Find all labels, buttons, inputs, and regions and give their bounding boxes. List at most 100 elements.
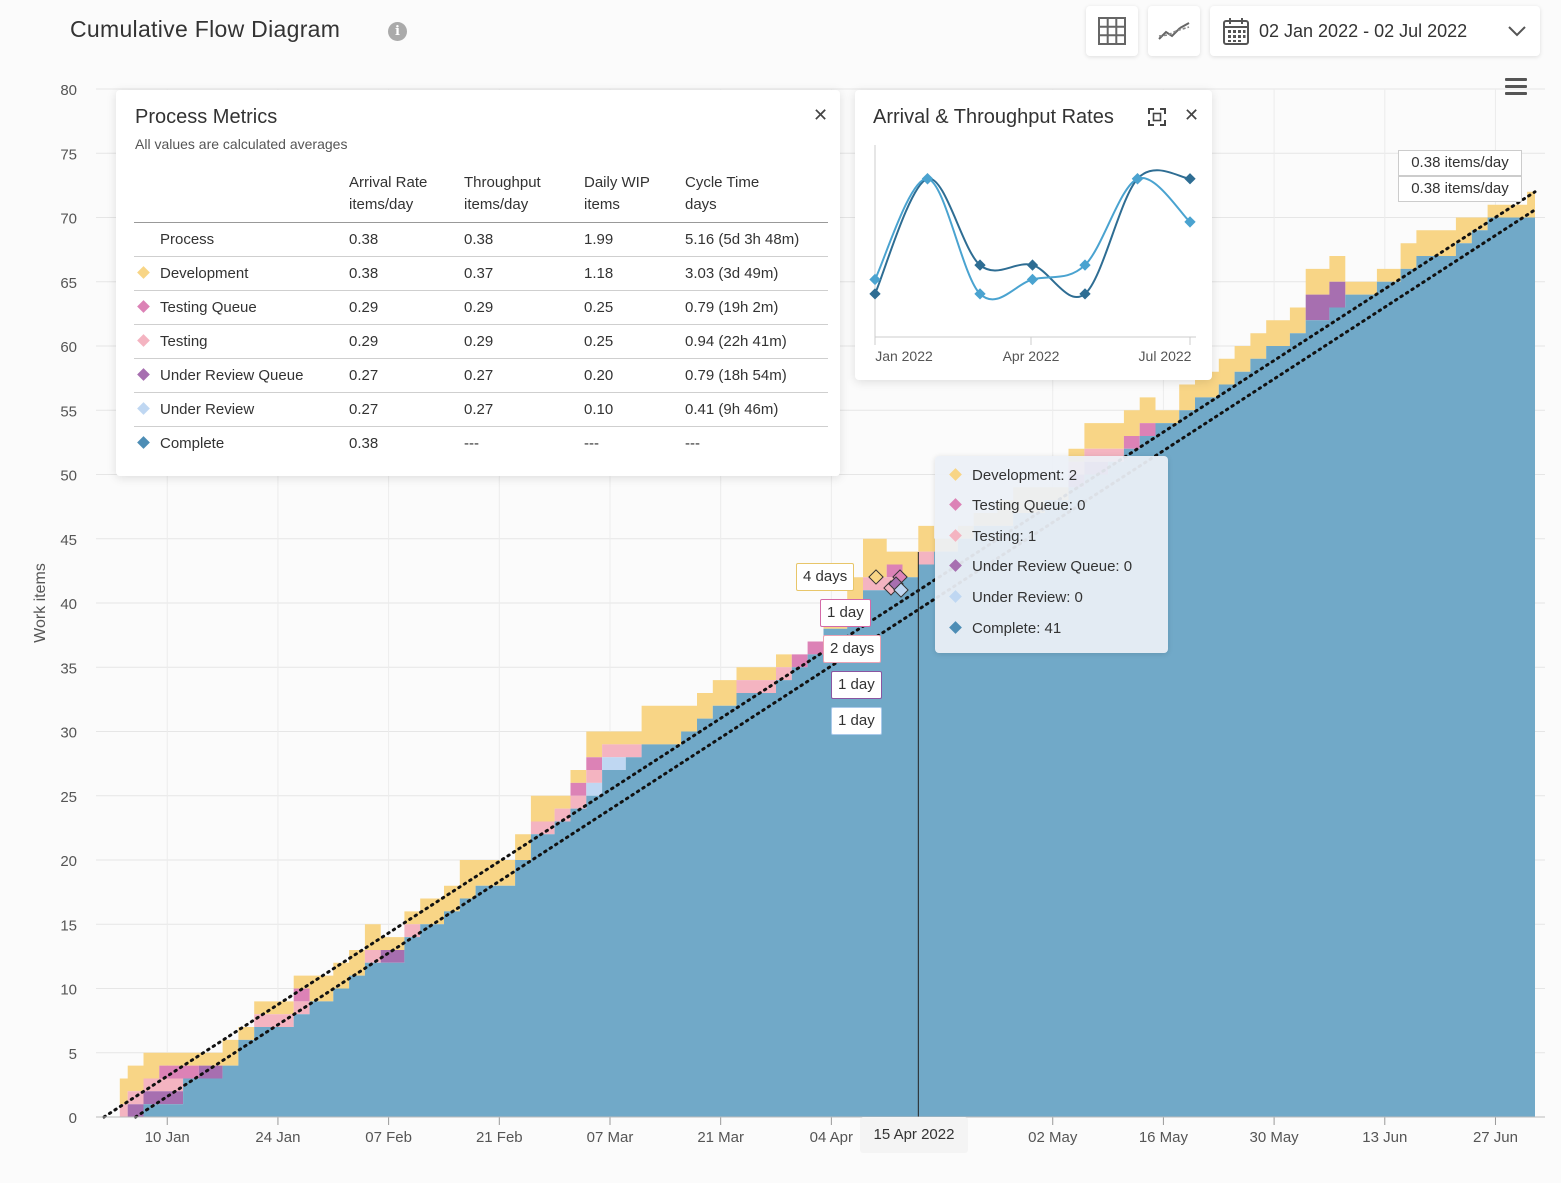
tooltip-row-testing: Testing: 1	[949, 528, 1036, 545]
tooltip-label: Testing: 1	[972, 528, 1037, 545]
y-tick-label: 45	[60, 532, 77, 549]
page-title: Cumulative Flow Diagram	[70, 16, 341, 42]
diamond-icon	[949, 498, 962, 511]
arrival-line-point	[1079, 259, 1091, 271]
metrics-cell: 0.27	[349, 358, 464, 393]
arrival-trend-line	[102, 190, 1537, 1119]
tooltip-row-under-review: Under Review: 0	[949, 589, 1083, 606]
metrics-cell: 0.29	[464, 324, 584, 359]
metrics-cell-name: Under Review	[134, 392, 349, 427]
process-metrics-panel: Process Metrics All values are calculate…	[116, 90, 840, 476]
trend-view-button[interactable]	[1148, 6, 1200, 56]
x-tick-label: 30 May	[1249, 1129, 1299, 1146]
metrics-cell: ---	[464, 426, 584, 460]
metrics-cell: 0.38	[349, 426, 464, 460]
tooltip-label: Under Review: 0	[972, 589, 1083, 606]
table-view-button[interactable]	[1086, 6, 1138, 56]
metrics-cell: 1.18	[584, 256, 685, 291]
x-tick-label: 04 Apr	[810, 1129, 853, 1146]
metrics-cell: 0.25	[584, 324, 685, 359]
process-metrics-title: Process Metrics	[135, 106, 278, 128]
x-tick-label: 24 Jan	[255, 1129, 300, 1146]
metrics-cell-name: Development	[134, 256, 349, 291]
grid-icon	[1098, 17, 1126, 45]
metrics-row-testing: Testing 0.29 0.29 0.25 0.94 (22h 41m)	[134, 324, 828, 359]
cycle-time-label-testing: 2 days	[823, 635, 882, 663]
x-tick-label: 21 Mar	[697, 1129, 744, 1146]
metrics-row-under-review-queue: Under Review Queue 0.27 0.27 0.20 0.79 (…	[134, 358, 828, 393]
metrics-cell-name: Testing	[134, 324, 349, 359]
metrics-row-process: Process 0.38 0.38 1.99 5.16 (5d 3h 48m)	[134, 222, 828, 257]
diamond-icon	[949, 468, 962, 481]
close-icon[interactable]: ✕	[813, 105, 829, 125]
metrics-row-under-review: Under Review 0.27 0.27 0.10 0.41 (9h 46m…	[134, 392, 828, 427]
date-range-label: 02 Jan 2022 - 02 Jul 2022	[1259, 21, 1468, 41]
y-tick-label: 20	[60, 853, 77, 870]
metrics-cell: 1.99	[584, 222, 685, 257]
mini-x-tick-label: Jul 2022	[1139, 348, 1192, 364]
diamond-icon	[137, 402, 150, 415]
metrics-cell: 0.25	[584, 290, 685, 325]
x-tick-label: 07 Mar	[587, 1129, 634, 1146]
metrics-header-arrival: Arrival Rate items/day	[349, 170, 464, 223]
date-range-picker[interactable]: 02 Jan 2022 - 02 Jul 2022	[1210, 6, 1540, 56]
chevron-down-icon[interactable]	[1507, 24, 1527, 38]
metrics-cell: 0.27	[349, 392, 464, 427]
y-tick-label: 50	[60, 468, 77, 485]
trend-icon	[1158, 22, 1190, 40]
throughput-line-point	[1026, 259, 1039, 271]
tooltip-label: Testing Queue: 0	[972, 497, 1086, 514]
diamond-icon	[137, 266, 150, 279]
chart-ticks: 0 5 10 15 20 25 30 35 40 45 50 55 60 65 70 75 80 10 Jan 24…	[32, 82, 1545, 1146]
metrics-cell-name: Under Review Queue	[134, 358, 349, 393]
x-tick-label: 27 Jun	[1473, 1129, 1518, 1146]
x-tick-label: 16 May	[1139, 1129, 1189, 1146]
metrics-row-complete: Complete 0.38 --- --- ---	[134, 426, 828, 460]
y-tick-label: 0	[69, 1110, 77, 1127]
tooltip-row-complete: Complete: 41	[949, 620, 1061, 637]
calendar-icon	[1223, 18, 1249, 45]
metrics-cell: 0.27	[464, 392, 584, 427]
y-tick-label: 80	[60, 82, 77, 99]
arrival-line-point	[921, 173, 934, 185]
y-tick-label: 70	[60, 211, 77, 228]
throughput-line-point	[974, 259, 986, 271]
close-icon[interactable]: ✕	[1184, 105, 1200, 125]
y-tick-label: 60	[60, 339, 77, 356]
metrics-cell-name: Testing Queue	[134, 290, 349, 325]
mini-x-tick-label: Apr 2022	[1003, 348, 1060, 364]
chart-menu-icon[interactable]	[1505, 78, 1527, 96]
diamond-icon	[137, 334, 150, 347]
x-tick-label: 13 Jun	[1362, 1129, 1407, 1146]
metrics-cell: 0.38	[349, 256, 464, 291]
diamond-icon	[949, 590, 962, 603]
cycle-time-label-under-review-queue: 1 day	[831, 671, 882, 699]
tooltip-label: Under Review Queue: 0	[972, 558, 1133, 575]
throughput-line-point	[869, 288, 881, 300]
cycle-time-label-development: 4 days	[796, 563, 855, 591]
metrics-header-wip: Daily WIP items	[584, 170, 685, 223]
metrics-cell: 0.41 (9h 46m)	[685, 392, 828, 427]
y-tick-label: 40	[60, 596, 77, 613]
throughput-line-point	[1184, 173, 1196, 185]
x-tick-label: 02 May	[1028, 1129, 1078, 1146]
process-metrics-subtitle: All values are calculated averages	[135, 136, 348, 152]
tooltip-label: Development: 2	[972, 467, 1078, 484]
y-tick-label: 75	[60, 146, 77, 163]
metrics-cell: 0.20	[584, 358, 685, 393]
cycle-time-label-testing-queue: 1 day	[820, 599, 871, 627]
y-tick-label: 35	[60, 660, 77, 677]
expand-icon[interactable]	[1148, 108, 1166, 126]
tooltip-label: Complete: 41	[972, 620, 1062, 637]
info-icon[interactable]: i	[388, 22, 407, 41]
diamond-icon	[949, 529, 962, 542]
metrics-cell: ---	[685, 426, 828, 460]
metrics-cell: 3.03 (3d 49m)	[685, 256, 828, 291]
rates-mini-chart: Jan 2022 Apr 2022 Jul 2022	[869, 145, 1196, 364]
cycle-time-marker	[868, 569, 884, 585]
x-tick-label: 21 Feb	[476, 1129, 523, 1146]
metrics-cell-name: Complete	[134, 426, 349, 460]
metrics-cell: 0.29	[349, 290, 464, 325]
metrics-cell: 0.94 (22h 41m)	[685, 324, 828, 359]
diamond-icon	[949, 621, 962, 634]
